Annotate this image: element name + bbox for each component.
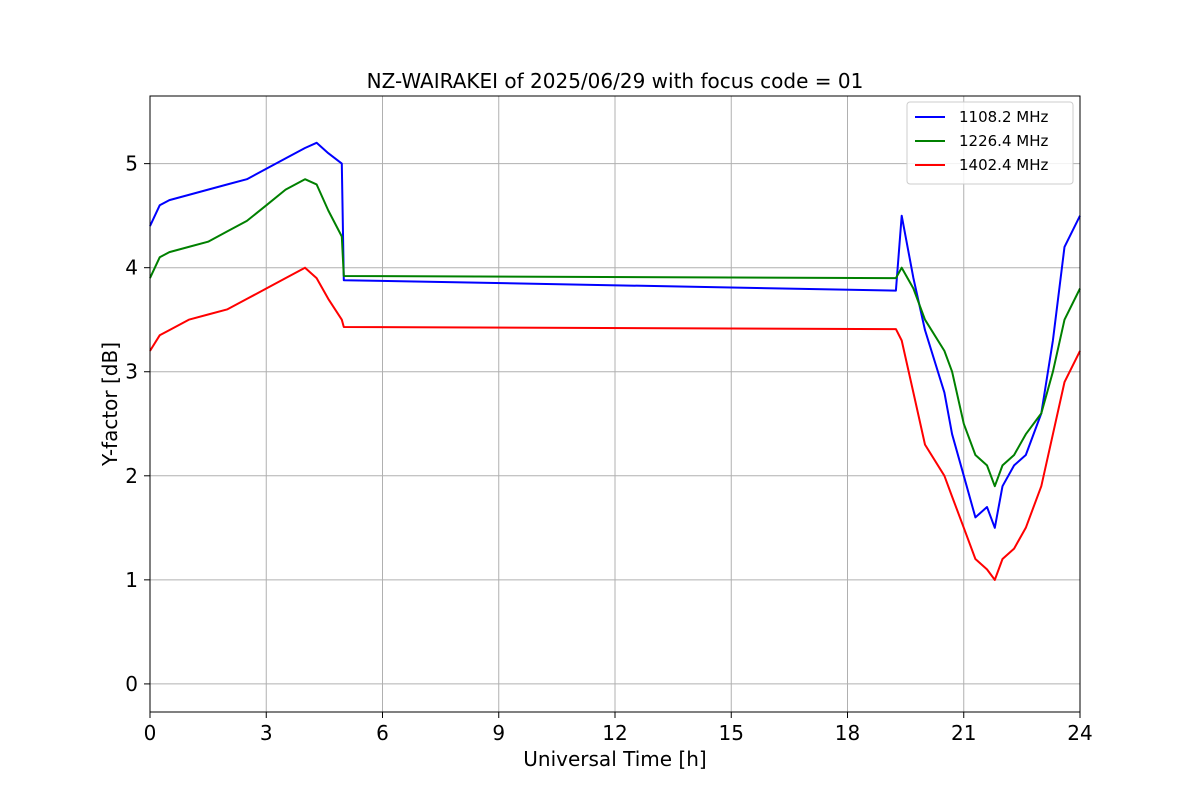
y-tick-label: 4 bbox=[125, 256, 138, 280]
y-tick-label: 3 bbox=[125, 360, 138, 384]
y-tick-label: 2 bbox=[125, 464, 138, 488]
legend-box bbox=[906, 101, 1074, 185]
x-tick-label: 6 bbox=[376, 721, 389, 745]
x-tick-label: 18 bbox=[835, 721, 860, 745]
x-tick-label: 12 bbox=[602, 721, 627, 745]
series-line-2 bbox=[149, 178, 1081, 488]
x-tick-label: 3 bbox=[260, 721, 273, 745]
x-tick-label: 24 bbox=[1067, 721, 1092, 745]
chart-title: NZ-WAIRAKEI of 2025/06/29 with focus cod… bbox=[367, 69, 864, 93]
x-tick-label: 9 bbox=[492, 721, 505, 745]
series-line-1 bbox=[149, 141, 1081, 529]
y-tick-label: 5 bbox=[125, 152, 138, 176]
series-line-3 bbox=[149, 266, 1081, 581]
series-layer bbox=[149, 141, 1081, 581]
legend-label: 1226.4 MHz bbox=[959, 132, 1048, 150]
x-axis-label: Universal Time [h] bbox=[523, 747, 706, 771]
legend-label: 1402.4 MHz bbox=[959, 156, 1048, 174]
legend-label: 1108.2 MHz bbox=[959, 108, 1048, 126]
y-tick-label: 0 bbox=[125, 672, 138, 696]
y-tick-label: 1 bbox=[125, 568, 138, 592]
legend: 1108.2 MHz 1226.4 MHz 1402.4 MHz bbox=[906, 101, 1074, 185]
y-axis-label: Y-factor [dB] bbox=[98, 342, 122, 467]
x-tick-label: 15 bbox=[719, 721, 744, 745]
x-tick-label: 0 bbox=[144, 721, 157, 745]
x-tick-label: 21 bbox=[951, 721, 976, 745]
